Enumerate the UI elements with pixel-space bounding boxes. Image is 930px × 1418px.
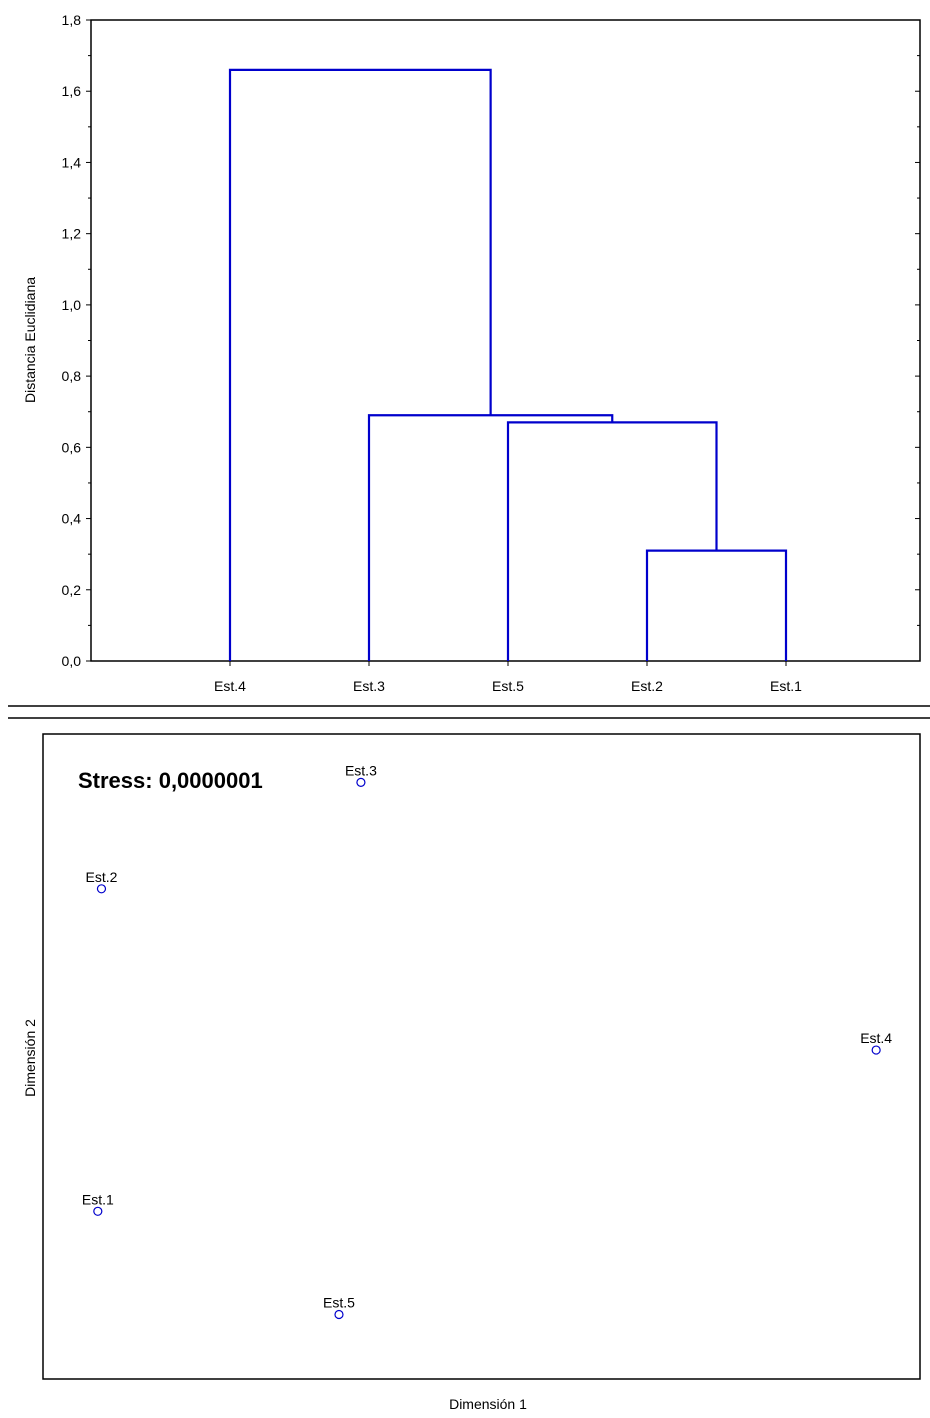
dendrogram-x-axis: Est.4 Est.3 Est.5 Est.2 Est.1 — [214, 661, 802, 694]
y-tick-label: 0,4 — [62, 511, 82, 527]
scatter-point — [93, 1206, 103, 1216]
scatter-point — [871, 1045, 881, 1055]
dendrogram-y-axis: 0,0 0,2 0,4 0,6 0,8 1,0 1,2 1,4 1,6 1,8 — [62, 12, 920, 669]
y-tick-label: 1,8 — [62, 12, 82, 28]
scatter-point — [356, 777, 366, 787]
scatter-y-axis-title: Dimensión 2 — [22, 1019, 38, 1097]
dendrogram-link — [645, 549, 788, 661]
scatter-x-axis-title: Dimensión 1 — [449, 1396, 527, 1412]
dendrogram-link — [506, 421, 718, 661]
scatter-point-label: Est.2 — [86, 869, 118, 885]
x-tick-label: Est.5 — [492, 678, 524, 694]
scatter-point-label: Est.1 — [82, 1191, 114, 1207]
y-tick-label: 0,6 — [62, 439, 82, 455]
y-tick-label: 0,2 — [62, 582, 82, 598]
dendrogram-frame — [90, 19, 921, 662]
dendrogram-link — [228, 68, 492, 661]
y-tick-label: 1,0 — [62, 297, 82, 313]
scatter-point-label: Est.5 — [323, 1295, 355, 1311]
y-tick-label: 0,0 — [62, 653, 82, 669]
stress-annotation: Stress: 0,0000001 — [78, 768, 263, 793]
y-tick-label: 1,6 — [62, 83, 82, 99]
scatter-frame — [42, 733, 921, 1380]
x-tick-label: Est.1 — [770, 678, 802, 694]
scatter-point-label: Est.3 — [345, 762, 377, 778]
y-tick-label: 0,8 — [62, 368, 82, 384]
y-tick-label: 1,2 — [62, 226, 82, 242]
x-tick-label: Est.4 — [214, 678, 246, 694]
x-tick-label: Est.2 — [631, 678, 663, 694]
y-tick-label: 1,4 — [62, 154, 82, 170]
dendrogram-link — [367, 414, 614, 661]
x-tick-label: Est.3 — [353, 678, 385, 694]
scatter-points: Est.1 Est.2 Est.3 Est.4 Est.5 — [82, 762, 892, 1320]
scatter-point-label: Est.4 — [860, 1030, 892, 1046]
dendrogram-y-axis-title: Distancia Euclidiana — [22, 277, 38, 403]
scatter-point — [334, 1309, 344, 1320]
scatter-point — [96, 884, 107, 894]
dendrogram-links — [228, 68, 788, 661]
